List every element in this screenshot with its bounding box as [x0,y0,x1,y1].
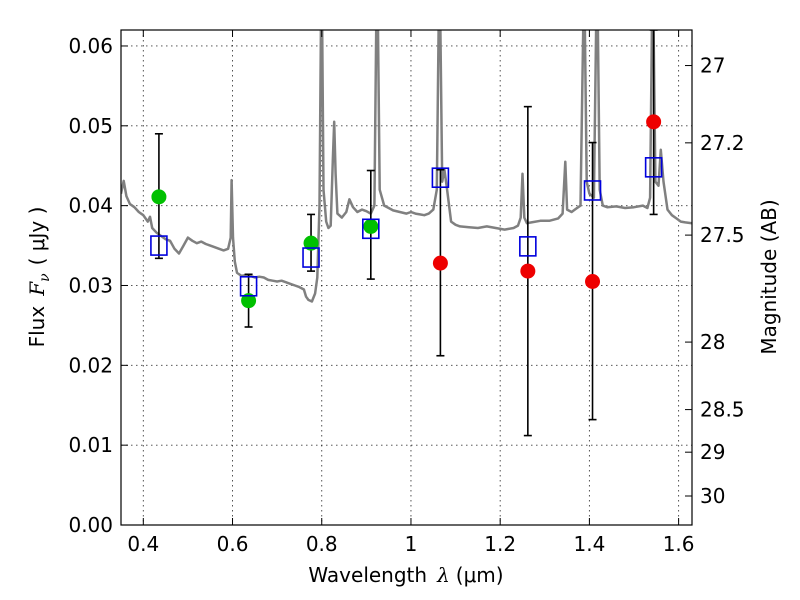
y2-tick-label: 28.5 [700,398,745,422]
red-point [646,114,662,130]
x-tick-label: 0.4 [127,532,159,556]
y-axis-label-text: Flux [25,306,49,348]
x-tick-label: 0.8 [306,532,338,556]
y2-tick-label: 30 [700,484,725,508]
y-axis-label-symbol: F [25,281,49,297]
green-point [241,293,257,309]
red-point [585,273,601,289]
green-point [363,218,379,234]
red-point [432,255,448,271]
green-point [151,189,167,205]
grid [121,30,692,525]
red-point [520,263,536,279]
y2-tick-label: 29 [700,440,725,464]
x-tick-label: 1.4 [573,532,605,556]
y2-tick-label: 27.5 [700,223,745,247]
y-axis-label: Flux Fν ( μJy ) [25,207,53,348]
x-axis-label-unit: (μm) [456,563,504,587]
y-axis-label-unit: ( μJy ) [25,207,49,266]
x-tick-label: 0.6 [217,532,249,556]
blue-square-marker [302,247,320,268]
y-tick-label: 0.04 [68,194,113,218]
ticks: 0.4 0.6 0.8 1 1.2 1.4 1.6 0.00 0.01 0.02 0.03 0.04 0… [68,30,745,556]
blue-square-marker [239,275,258,297]
plot-frame [120,29,693,526]
model-spectrum-layer [121,30,692,303]
y-tick-label: 0.02 [68,353,113,377]
y-tick-label: 0.06 [68,34,113,58]
blue-square-marker [519,236,537,257]
blue-square-marker [644,157,663,178]
model-spectrum-line [121,30,692,303]
x-axis-label: Wavelength λ (μm) [308,563,503,587]
x-axis-label-text: Wavelength [308,563,427,587]
x-axis-label-symbol: λ [436,563,450,587]
y2-tick-label: 28 [700,330,725,354]
y2-tick-label: 27.2 [700,131,745,155]
y-tick-label: 0.03 [68,273,113,297]
blue-square-marker [150,235,168,256]
y2-tick-label: 27 [700,54,725,78]
y-axis-label-symbol-sub: ν [37,273,53,282]
blue-square-marker [431,167,450,189]
x-tick-label: 1 [405,532,418,556]
green-point [303,235,319,251]
y-tick-label: 0.00 [68,513,113,537]
markers [150,114,663,309]
blue-square-marker [583,180,602,201]
y-tick-label: 0.01 [68,433,113,457]
x-tick-label: 1.2 [484,532,516,556]
y-tick-label: 0.05 [68,114,113,138]
blue-square-marker [362,218,380,240]
plot-background [121,30,692,525]
x-tick-label: 1.6 [663,532,695,556]
y2-axis-label: Magnitude (AB) [757,199,781,354]
